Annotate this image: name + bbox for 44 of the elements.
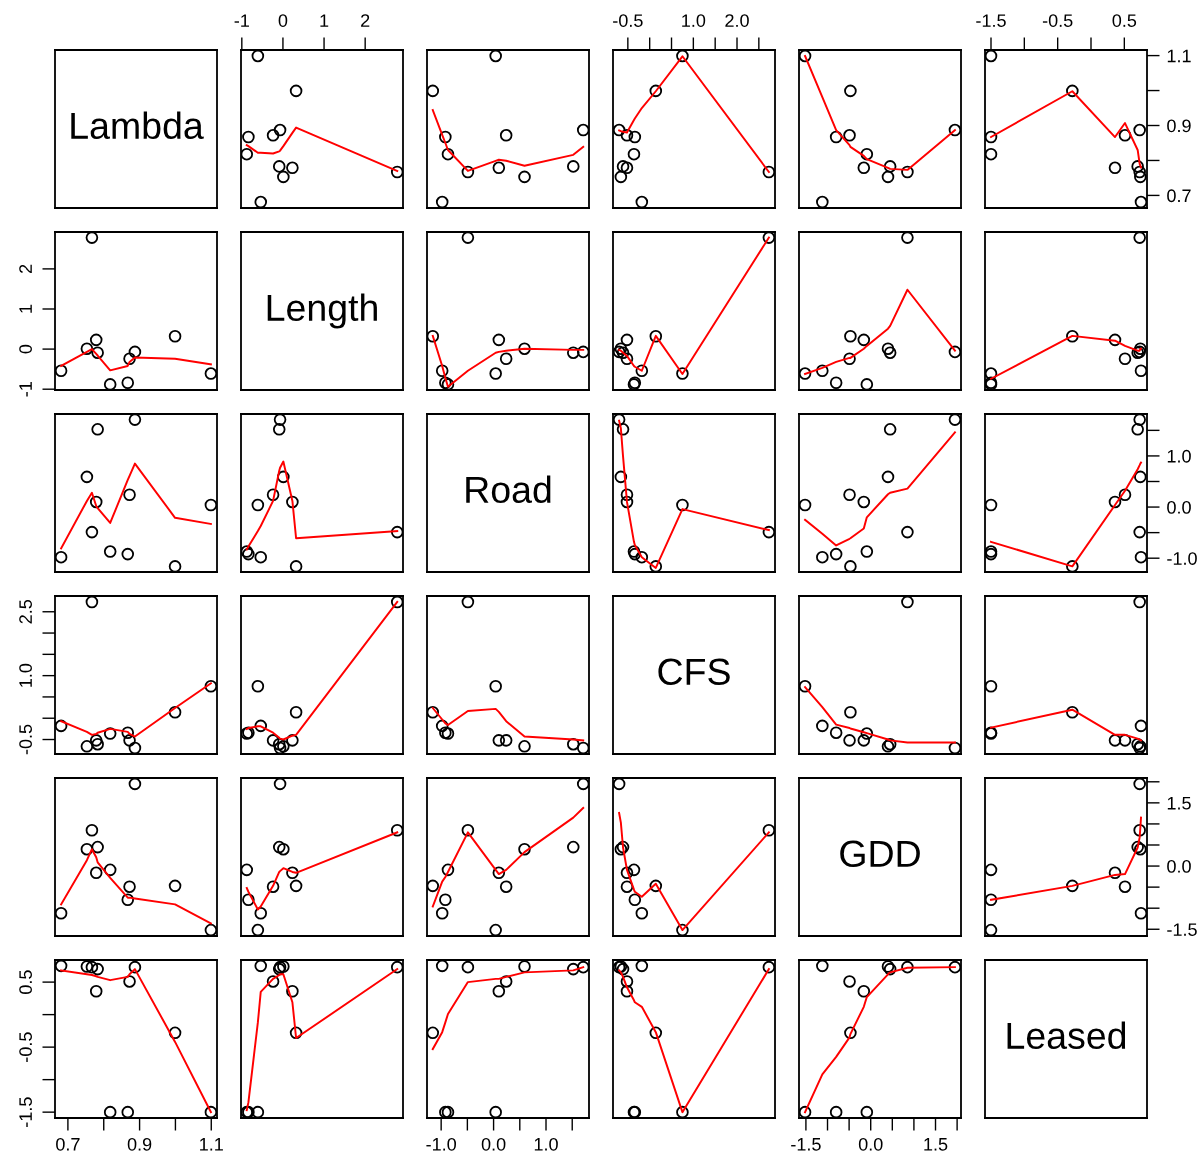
- x-tick-label: -0.5: [1042, 14, 1073, 27]
- x-tick-label: 1.1: [200, 1138, 223, 1151]
- x-tick-label: 0.0: [481, 1137, 506, 1151]
- x-tick-label: 1.5: [924, 1138, 948, 1151]
- x-tick-label: 1: [320, 14, 329, 27]
- text: Length: [267, 293, 377, 329]
- y-tick-label: 1.0: [1167, 449, 1191, 463]
- x-tick-label: 1.0: [682, 14, 706, 27]
- y-tick-label: 1.5: [1167, 796, 1191, 810]
- x-tick-label: -1: [234, 14, 249, 27]
- y-tick-label: 0.9: [1167, 119, 1191, 133]
- x-tick-label: 2.0: [725, 14, 749, 27]
- y-tick-label: 0.7: [1167, 189, 1191, 203]
- y-tick-label: -1.5: [1167, 923, 1197, 936]
- y-tick-label: 0.0: [1167, 501, 1191, 514]
- x-tick-label: -1.0: [426, 1137, 457, 1151]
- x-tick-label: 0: [278, 14, 288, 27]
- x-tick-label: -0.5: [613, 14, 643, 27]
- x-tick-label: 0.7: [56, 1137, 80, 1151]
- x-tick-label: 0.5: [1112, 14, 1137, 27]
- y-tick-label: 2: [19, 264, 32, 274]
- x-tick-label: 1.0: [534, 1137, 558, 1151]
- text: Road: [466, 475, 551, 504]
- x-tick-label: 2: [361, 14, 370, 27]
- text: CFS: [658, 658, 730, 686]
- y-tick-label: 0: [19, 344, 32, 354]
- x-tick-label: -1.5: [791, 1138, 821, 1151]
- text: Leased: [1007, 1021, 1126, 1050]
- y-tick-label: 1: [19, 304, 32, 313]
- y-tick-label: 1.0: [19, 663, 32, 687]
- y-tick-label: -0.5: [19, 724, 32, 755]
- y-tick-label: -1.5: [19, 1097, 32, 1127]
- text: GDD: [840, 840, 920, 868]
- x-tick-label: -1.5: [976, 14, 1006, 27]
- text: Lambda: [71, 111, 204, 140]
- y-tick-label: -1.0: [1167, 552, 1197, 565]
- y-tick-label: -1: [19, 382, 32, 397]
- x-tick-label: 0.0: [858, 1137, 883, 1151]
- y-tick-label: 0.5: [19, 970, 32, 994]
- y-tick-label: 2.5: [19, 599, 32, 624]
- y-tick-label: 0.0: [1167, 859, 1191, 873]
- x-tick-label: 0.9: [127, 1137, 152, 1151]
- y-tick-label: -0.5: [19, 1032, 32, 1062]
- y-tick-label: 1.1: [1167, 49, 1191, 63]
